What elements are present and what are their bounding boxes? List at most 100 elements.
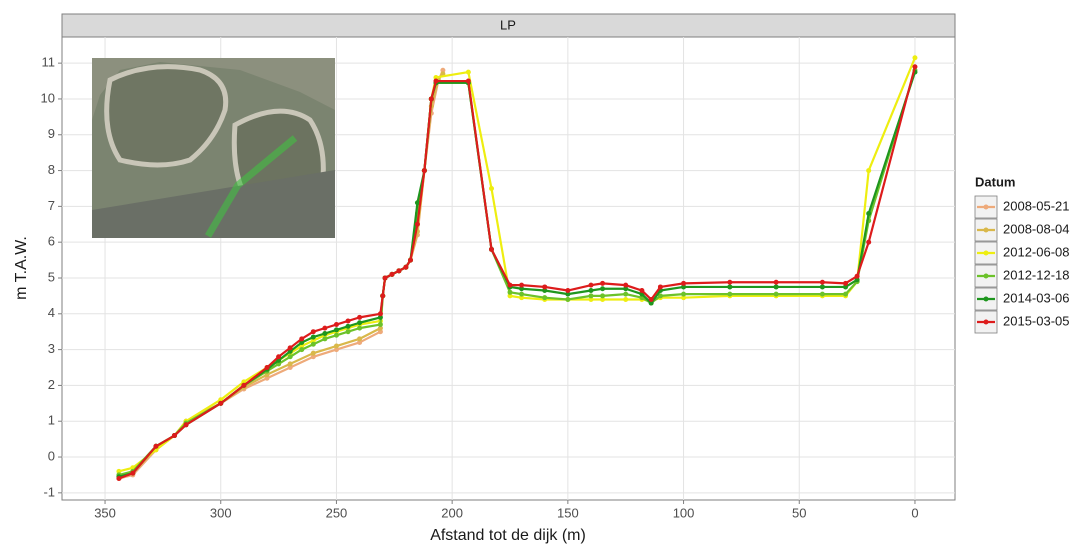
data-point [433,78,439,84]
x-tick-label: 150 [557,505,579,520]
data-point [819,279,825,285]
strip-label: LP [500,17,516,32]
photo-basin [104,64,229,168]
data-point [396,268,402,274]
x-tick-label: 50 [792,505,806,520]
data-point [854,277,860,283]
data-point [519,291,525,297]
data-point [440,67,446,73]
data-point [866,239,872,245]
x-tick-label: 300 [210,505,232,520]
x-tick-label: 0 [911,505,918,520]
x-tick-label: 250 [326,505,348,520]
data-point [333,332,339,338]
data-point [333,327,339,333]
photo-road [92,58,335,120]
y-tick-label: 8 [48,162,55,177]
data-point [287,354,293,360]
data-point [414,200,420,206]
data-point [276,354,282,360]
data-point [153,443,159,449]
data-point [310,338,316,344]
data-point [507,282,513,288]
legend-key-point [983,204,989,210]
data-point [357,320,363,326]
data-point [357,339,363,345]
legend-key-point [983,227,989,233]
data-point [488,185,494,191]
data-point [183,422,189,428]
data-point [843,280,849,286]
y-tick-label: 3 [48,341,55,356]
y-tick-label: 5 [48,269,55,284]
data-point [322,330,328,336]
data-point [773,291,779,297]
data-point [287,345,293,351]
legend-label: 2008-05-21 [1003,198,1070,213]
data-point [428,96,434,102]
x-axis-title: Afstand tot de dijk (m) [430,527,586,544]
data-point [912,55,918,61]
data-point [377,311,383,317]
data-point [465,69,471,75]
data-point [600,296,606,302]
data-point [623,291,629,297]
data-point [264,365,270,371]
y-tick-label: 10 [41,90,55,105]
data-point [623,282,629,288]
data-point [600,280,606,286]
data-point [565,291,571,297]
data-point [588,288,594,294]
data-point [287,365,293,371]
inset-photo [92,58,335,238]
data-point [389,271,395,277]
x-tick-label: 200 [441,505,463,520]
data-point [648,300,654,306]
data-point [773,279,779,285]
legend-key-point [983,319,989,325]
legend-label: 2014-03-06 [1003,290,1070,305]
data-point [866,168,872,174]
data-point [657,284,663,290]
y-axis-title: m T.A.W. [13,236,30,300]
photo-transect [204,135,298,238]
data-point [377,325,383,331]
y-tick-label: -1 [43,484,55,499]
y-tick-label: 2 [48,377,55,392]
x-tick-label: 350 [94,505,116,520]
series [116,55,918,482]
data-point [377,314,383,320]
data-point [843,291,849,297]
x-tick-label: 100 [673,505,695,520]
legend-key-point [983,250,989,256]
data-point [542,284,548,290]
data-point [727,284,733,290]
data-point [264,375,270,381]
data-point [357,336,363,342]
data-point [310,334,316,340]
data-point [333,347,339,353]
data-point [377,322,383,328]
data-point [507,289,513,295]
y-tick-label: 11 [42,55,56,70]
data-point [310,354,316,360]
data-point [588,282,594,288]
data-point [333,343,339,349]
data-point [377,329,383,335]
data-point [241,382,247,388]
data-point [565,296,571,302]
data-point [727,291,733,297]
data-point [727,279,733,285]
data-point [623,296,629,302]
data-point [380,293,386,299]
data-point [681,295,687,301]
data-point [600,293,606,299]
data-point [600,286,606,292]
y-tick-label: 1 [48,413,55,428]
data-point [488,246,494,252]
data-point [333,322,339,328]
data-point [465,78,471,84]
data-point [264,372,270,378]
data-point [912,64,918,70]
data-point [681,291,687,297]
